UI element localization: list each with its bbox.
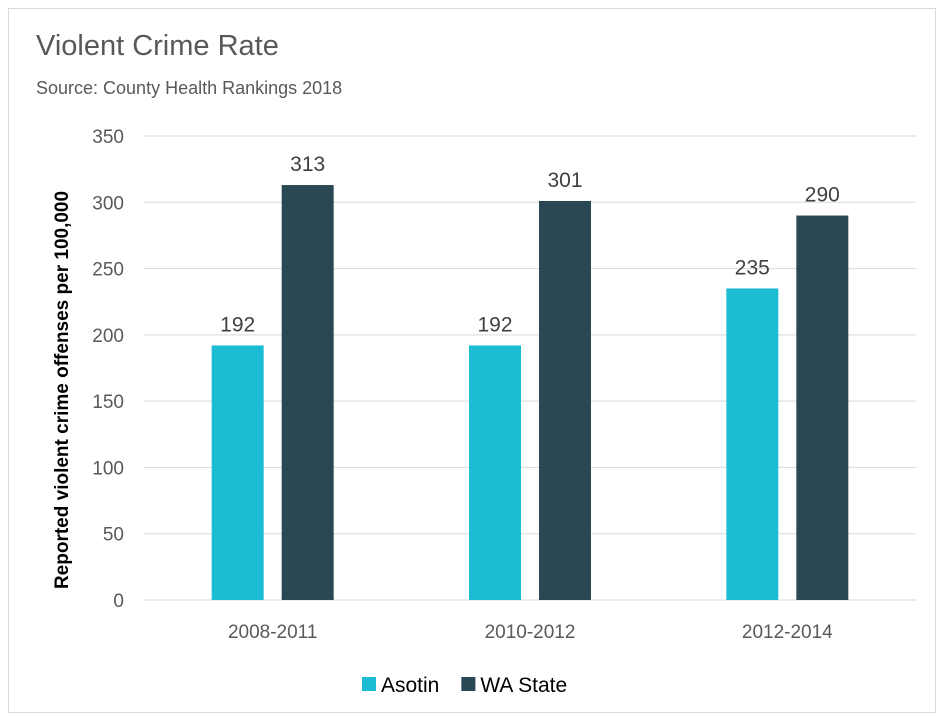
data-label: 301 xyxy=(547,169,582,192)
legend: Asotin WA State xyxy=(362,674,567,697)
y-tick-label: 0 xyxy=(113,591,124,612)
y-axis-ticks: 0 50 100 150 200 250 300 350 xyxy=(92,127,124,612)
y-axis-label: Reported violent crime offenses per 100,… xyxy=(52,191,73,589)
x-category-label: 2012-2014 xyxy=(742,622,833,643)
chart-subtitle: Source: County Health Rankings 2018 xyxy=(36,78,343,98)
data-label: 313 xyxy=(290,153,325,176)
y-tick-label: 300 xyxy=(92,193,124,214)
x-category-label: 2010-2012 xyxy=(485,622,576,643)
x-category-label: 2008-2011 xyxy=(228,622,317,643)
bar xyxy=(281,185,334,600)
bar xyxy=(726,288,779,600)
y-tick-label: 100 xyxy=(92,458,124,479)
y-tick-label: 150 xyxy=(92,392,124,413)
bars xyxy=(211,185,849,601)
chart-title: Violent Crime Rate xyxy=(36,30,279,62)
bar xyxy=(796,215,849,601)
legend-swatch xyxy=(362,677,376,691)
legend-swatch xyxy=(461,677,476,691)
data-labels: 192 313 192 301 235 290 xyxy=(220,153,840,336)
data-label: 192 xyxy=(220,313,255,336)
bar xyxy=(539,200,591,600)
data-label: 192 xyxy=(477,313,512,336)
bar xyxy=(211,345,264,600)
bar xyxy=(469,345,521,600)
y-tick-label: 200 xyxy=(92,326,124,347)
y-tick-label: 50 xyxy=(103,525,124,546)
y-tick-label: 350 xyxy=(92,127,124,148)
data-label: 290 xyxy=(805,184,840,207)
x-axis-categories: 2008-2011 2010-2012 2012-2014 xyxy=(228,622,833,643)
legend-label: Asotin xyxy=(381,674,439,697)
gridlines xyxy=(144,135,916,601)
legend-label: WA State xyxy=(480,674,567,697)
y-tick-label: 250 xyxy=(92,260,124,281)
data-label: 235 xyxy=(735,256,770,279)
